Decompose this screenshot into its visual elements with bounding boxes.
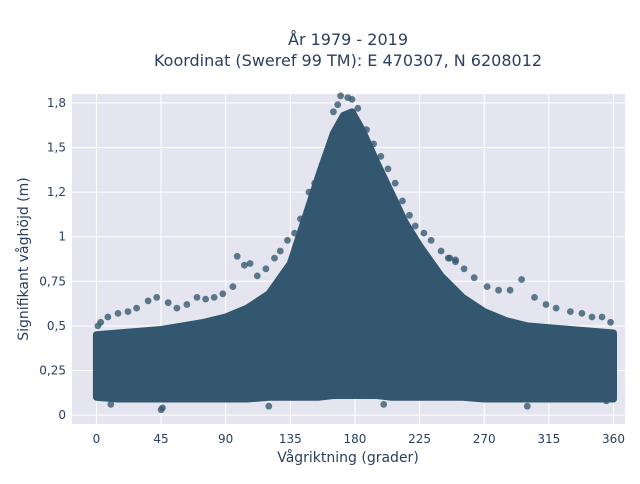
scatter-point [210,294,218,301]
scatter-point [552,304,560,312]
scatter-point [602,397,610,405]
scatter-point [354,104,362,112]
x-tick-label: 135 [279,432,302,446]
scatter-point [380,401,388,408]
scatter-point [406,211,413,219]
scatter-point [377,153,385,160]
scatter-point [305,188,313,196]
scatter-point [452,256,459,264]
scatter-point [183,301,191,308]
x-tick-label: 315 [537,432,560,446]
x-tick-label: 360 [602,432,625,446]
scatter-point [297,215,304,223]
scatter-point [444,254,452,262]
scatter-point [399,197,406,205]
scatter-point [495,286,502,294]
scatter-point [311,179,319,187]
scatter-point [94,322,102,330]
chart-title-line1: År 1979 - 2019 [288,30,408,49]
scatter-point [567,308,574,315]
scatter-point [420,229,428,237]
scatter-point [159,404,166,412]
scatter-point [578,310,586,317]
scatter-point [104,313,112,321]
scatter-point [124,308,132,315]
scatter-point [193,294,201,301]
chart-title-line2: Koordinat (Sweref 99 TM): E 470307, N 62… [154,51,542,70]
scatter-point [265,402,273,410]
scatter-point [363,126,370,134]
y-tick-label: 1,5 [47,141,66,155]
scatter-point [144,297,152,305]
x-axis-label: Vågriktning (grader) [277,449,419,466]
scatter-point [276,247,284,255]
x-tick-label: 225 [408,432,431,446]
x-tick-label: 180 [344,432,367,446]
y-tick-label: 0,25 [39,363,66,377]
y-tick-label: 1 [58,230,66,244]
x-tick-label: 270 [473,432,496,446]
scatter-point [531,294,538,301]
scatter-point [153,294,161,301]
scatter-point [542,301,550,308]
scatter-point [411,222,419,230]
scatter-point [607,318,614,326]
scatter-point [262,265,270,273]
x-tick-label: 0 [93,432,101,446]
scatter-point [334,101,342,109]
scatter-point [291,229,298,237]
scatter-point [483,283,491,290]
scatter-point [518,276,525,283]
y-tick-label: 1,2 [47,185,66,199]
scatter-point [284,236,291,244]
y-tick-label: 1,8 [47,96,66,110]
scatter-point [219,290,227,298]
scatter-point [470,274,478,282]
x-tick-label: 45 [153,432,168,446]
scatter-point [370,140,377,148]
scatter-point [588,313,596,321]
scatter-point [391,179,399,187]
scatter-point [460,265,468,273]
scatter-point [330,108,337,116]
scatter-point [598,313,606,321]
scatter-point [384,165,392,173]
y-tick-label: 0 [58,408,66,422]
scatter-point [107,401,115,408]
scatter-point [246,260,254,267]
y-axis-label: Signifikant våghöjd (m) [15,177,32,340]
scatter-point [114,310,122,317]
x-tick-label: 90 [218,432,233,446]
scatter-point [241,261,248,269]
scatter-point [348,96,356,103]
scatter-point [133,304,141,312]
scatter-point [229,283,237,290]
data-layer [92,92,617,414]
scatter-point [164,299,172,307]
scatter-point [271,254,278,262]
scatter-point [202,295,210,303]
y-tick-label: 0,75 [39,274,66,288]
scatter-point [523,402,531,410]
scatter-point [437,247,445,255]
tick-layer: 0 45 90 135 180 225 270 315 360 0 0,25 0,5 0,75 1 1,2 1… [39,96,625,446]
scatter-point [506,286,514,294]
scatter-density-core [92,108,617,403]
y-tick-label: 0,5 [47,319,66,333]
scatter-point [253,272,261,280]
scatter-point [318,162,326,169]
scatter-point [233,252,241,260]
scatter-point [173,304,181,312]
scatter-point [427,236,435,244]
scatter-point [337,92,344,100]
